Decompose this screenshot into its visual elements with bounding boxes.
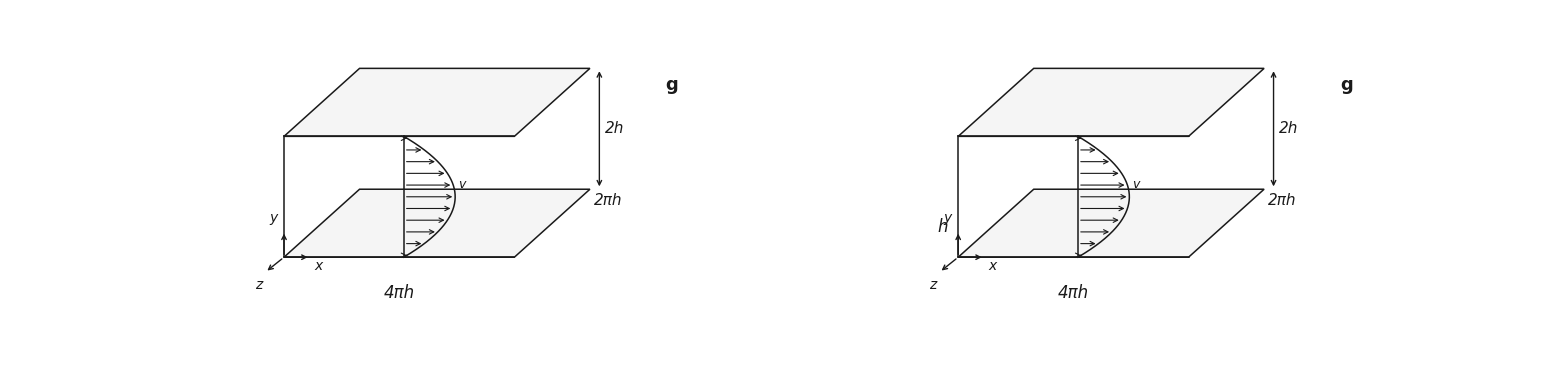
Polygon shape bbox=[284, 68, 589, 136]
Text: $z$: $z$ bbox=[929, 278, 939, 292]
Text: 2h: 2h bbox=[1279, 121, 1299, 136]
Text: $v$: $v$ bbox=[458, 178, 467, 191]
Text: $z$: $z$ bbox=[255, 278, 265, 292]
Text: 2πh: 2πh bbox=[594, 193, 622, 208]
Text: $x$: $x$ bbox=[315, 259, 324, 273]
Polygon shape bbox=[957, 189, 1265, 257]
Text: $v$: $v$ bbox=[1131, 178, 1141, 191]
Text: $\mathbf{g}$: $\mathbf{g}$ bbox=[1340, 78, 1352, 96]
Text: 2h: 2h bbox=[605, 121, 624, 136]
Polygon shape bbox=[284, 189, 589, 257]
Text: $x$: $x$ bbox=[989, 259, 1000, 273]
Text: $h$: $h$ bbox=[937, 218, 948, 236]
Polygon shape bbox=[957, 68, 1265, 136]
Text: $y$: $y$ bbox=[270, 212, 279, 227]
Text: 4πh: 4πh bbox=[384, 284, 415, 301]
Text: 2πh: 2πh bbox=[1268, 193, 1296, 208]
Text: 4πh: 4πh bbox=[1058, 284, 1089, 301]
Text: $y$: $y$ bbox=[943, 212, 954, 227]
Text: $\mathbf{g}$: $\mathbf{g}$ bbox=[666, 78, 679, 96]
